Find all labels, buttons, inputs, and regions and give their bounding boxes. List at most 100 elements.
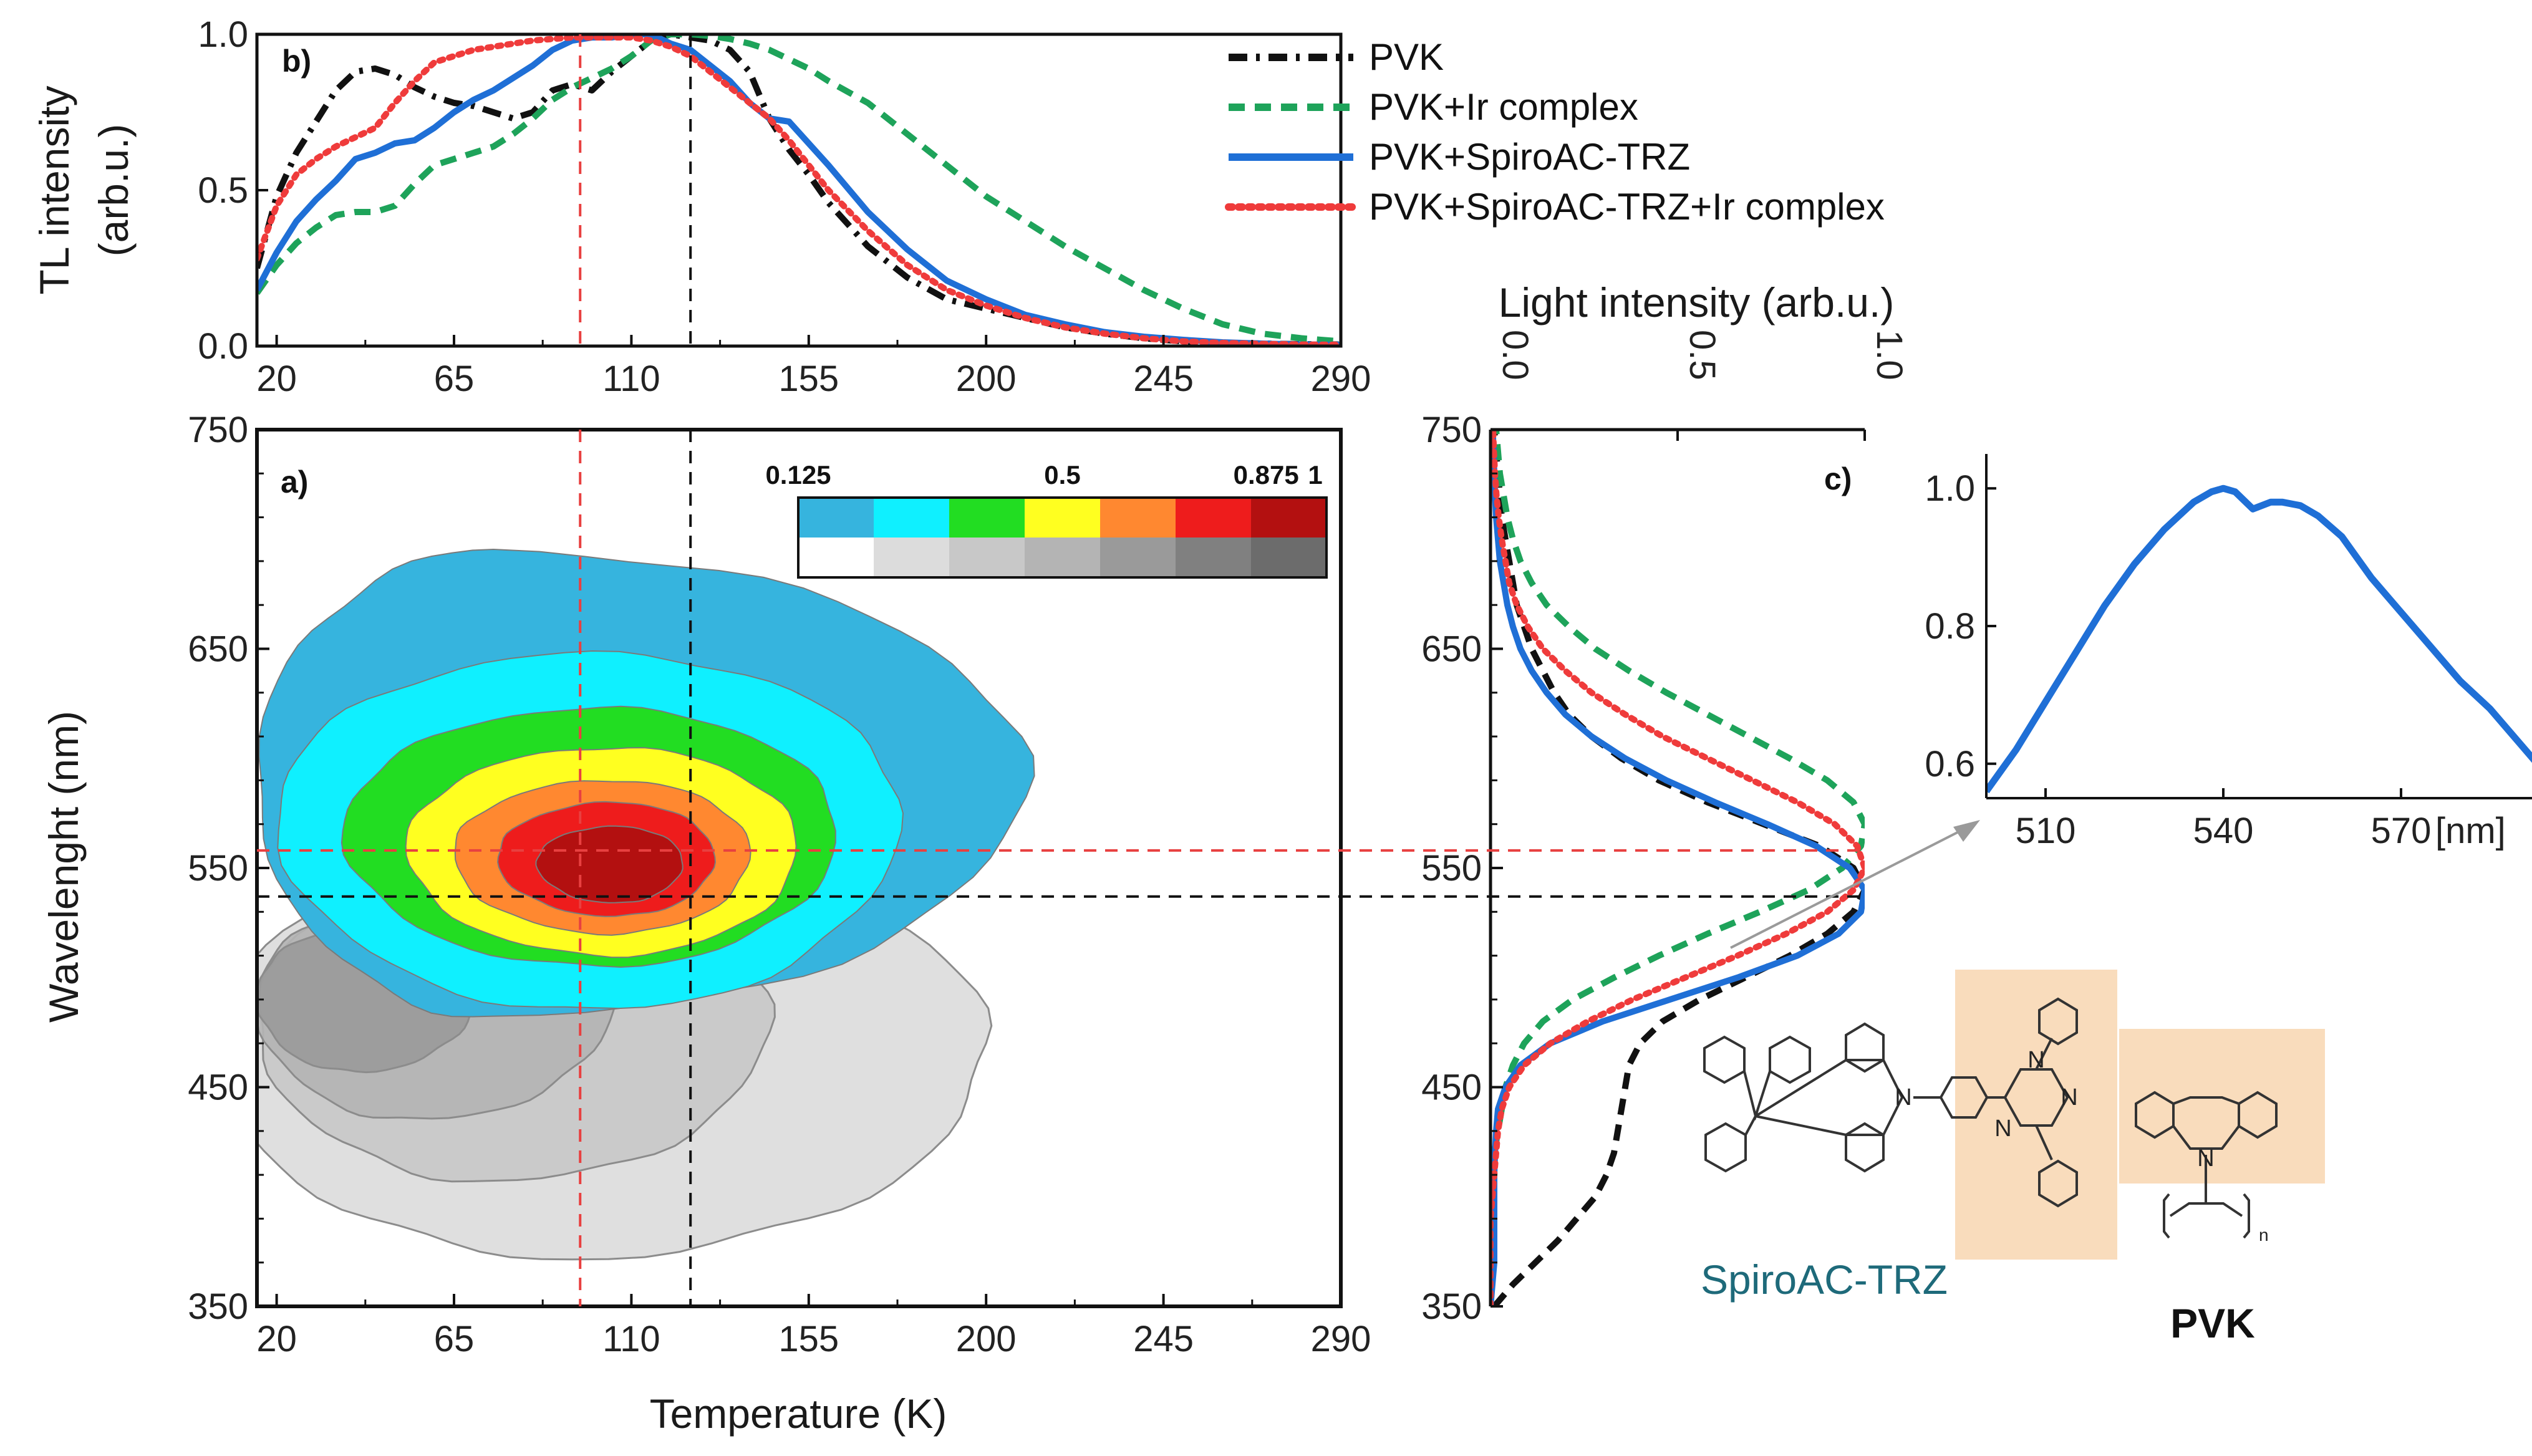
colorbar-gray-cell (798, 538, 874, 577)
colorbar-gray-cell (1176, 538, 1251, 577)
tl-xtick-label: 290 (1311, 359, 1371, 399)
map-xtick-label: 155 (778, 1319, 839, 1359)
inset-xtick-label: 510 (2016, 811, 2076, 851)
inset-series (1986, 485, 2532, 794)
colorbar-gray-cell (949, 538, 1025, 577)
triazine-upper-bond (2035, 1038, 2053, 1070)
inset-xtick-label: 540 (2193, 811, 2254, 851)
map-xtick-label: 20 (256, 1319, 297, 1359)
triazine-top-phenyl (2038, 997, 2078, 1046)
spectra-ytick-label: 750 (1421, 410, 1482, 450)
acridine-ring-bottom (1845, 1122, 1885, 1173)
colorbar: 0.125 0.5 0.875 1 (765, 460, 1328, 579)
color-contour-6 (535, 825, 684, 904)
spectra-ytick-label: 350 (1421, 1286, 1482, 1327)
atom-n-triazine-2: N (2061, 1084, 2077, 1111)
tl-xtick-label: 110 (602, 359, 660, 399)
inset-pointer-line (1730, 822, 1976, 949)
tl-ylabel: TL intensity (31, 85, 77, 294)
pvk-highlight (2119, 1029, 2325, 1184)
triazine-ring (2003, 1068, 2069, 1127)
pvk-backbone (2169, 1202, 2243, 1217)
atom-n-triazine-1: N (2027, 1047, 2044, 1073)
spectra-ytick-label: 650 (1421, 629, 1482, 670)
tl-xtick-label: 65 (434, 359, 475, 399)
tl-series-pvk (257, 34, 1341, 346)
colorbar-frame (797, 496, 1328, 579)
atom-n-acridine: N (1895, 1084, 1911, 1111)
map-ytick-label: 750 (188, 410, 248, 450)
tl-plot-frame (255, 32, 1343, 348)
inset-ytick-label: 0.6 (1925, 744, 1975, 784)
colorbar-gray-cell (1100, 538, 1176, 577)
legend-label: PVK (1369, 36, 1444, 78)
tl-xtick-label: 155 (778, 359, 839, 399)
spectrum-series-pvk-spiroac-trz (1491, 430, 1865, 1306)
tl-ytick-label: 0.5 (198, 170, 248, 211)
colorbar-label: 0.5 (1044, 460, 1080, 489)
colorbar-color-cell (1100, 498, 1176, 538)
colorbar-color-cell (874, 498, 949, 538)
spiroac-trz-structure (1703, 997, 2078, 1208)
legend: PVK PVK+Ir complex PVK+SpiroAC-TRZ PVK+Spir… (1225, 36, 1885, 228)
spectra-xtick-label: 0.5 (1682, 330, 1723, 380)
fluorene-ring-right (1769, 1035, 1811, 1084)
colorbar-color-cell (1251, 498, 1326, 538)
map-xtick-label: 200 (956, 1319, 1017, 1359)
pvk-bracket-left (2163, 1193, 2170, 1239)
colorbar-color-cell (949, 498, 1025, 538)
tl-series-pvk-spiroac-trz-ir-complex (257, 34, 1341, 346)
tl-curve-chart: 20 65 110 155 200 245 290 0.0 0.5 1.0 b) TL inten… (31, 14, 1371, 399)
map-ytick-label: 450 (188, 1068, 248, 1108)
colorbar-color-cell (1025, 498, 1100, 538)
map-xtick-label: 110 (602, 1319, 660, 1359)
map-ytick-label: 650 (188, 629, 248, 670)
legend-label: PVK+SpiroAC-TRZ (1369, 136, 1690, 178)
atom-n-carbazole: N (2197, 1145, 2214, 1172)
spectra-xlabel: Light intensity (arb.u.) (1499, 279, 1895, 325)
legend-label: PVK+Ir complex (1369, 86, 1638, 128)
map-ylabel: Wavelenght (nm) (41, 711, 87, 1023)
spectra-ytick-label: 550 (1421, 848, 1482, 889)
colorbar-color-cell (798, 498, 874, 538)
spectra-ytick-label: 450 (1421, 1068, 1482, 1108)
spiro-ring-bottom (1704, 1122, 1747, 1173)
molecule-structures: N N N N N n SpiroAC-TRZ PVK (1701, 970, 2325, 1346)
tl-series-pvk-ir-complex (257, 34, 1341, 345)
colorbar-gray-cell (1251, 538, 1326, 577)
tl-ylabel-unit: (arb.u.) (90, 124, 137, 257)
spectra-xtick-label: 0.0 (1495, 330, 1535, 380)
colorbar-gray-cell (874, 538, 949, 577)
tl-ytick-label: 0.0 (198, 326, 248, 367)
panel-label-c: c) (1824, 461, 1852, 496)
inset-xtick-label: 570 (2371, 811, 2432, 851)
atom-n-triazine-3: N (1994, 1116, 2011, 1142)
panel-label-a: a) (281, 465, 308, 499)
triazine-highlight (1955, 970, 2117, 1260)
acridine-ring-top (1845, 1022, 1885, 1073)
fluorene-ring-left (1703, 1035, 1746, 1084)
contour-map-chart: 20 65 110 155 200 245 290 350 450 550 650 750 a) Te… (41, 410, 1371, 1437)
pvk-structure (2135, 1091, 2278, 1239)
colorbar-label: 0.875 (1234, 460, 1299, 489)
inset-ytick-label: 0.8 (1925, 606, 1975, 647)
tl-ytick-label: 1.0 (198, 14, 248, 55)
colorbar-label: 1 (1308, 460, 1322, 489)
legend-label: PVK+SpiroAC-TRZ+Ir complex (1369, 186, 1885, 228)
panel-label-b: b) (282, 44, 311, 79)
inset-ytick-label: 1.0 (1925, 468, 1975, 509)
colorbar-gray-cell (1025, 538, 1100, 577)
spiroac-trz-label: SpiroAC-TRZ (1701, 1256, 1948, 1303)
carbazole-bridge-bottom (2172, 1125, 2240, 1150)
pvk-label: PVK (2170, 1300, 2255, 1346)
map-xtick-label: 290 (1311, 1319, 1371, 1359)
colorbar-label: 0.125 (765, 460, 831, 489)
triazine-lower-bond (2035, 1125, 2053, 1160)
colorbar-color-cell (1176, 498, 1251, 538)
tl-xtick-label: 245 (1133, 359, 1194, 399)
spectra-chart: 0.0 0.5 1.0 350 450 550 650 750 c) Light intens… (1421, 279, 1910, 1327)
inset-pointer-arrowhead (1953, 820, 1980, 842)
reference-lines (257, 34, 1858, 1306)
spectra-xtick-label: 1.0 (1869, 330, 1910, 380)
map-xtick-label: 65 (434, 1319, 475, 1359)
